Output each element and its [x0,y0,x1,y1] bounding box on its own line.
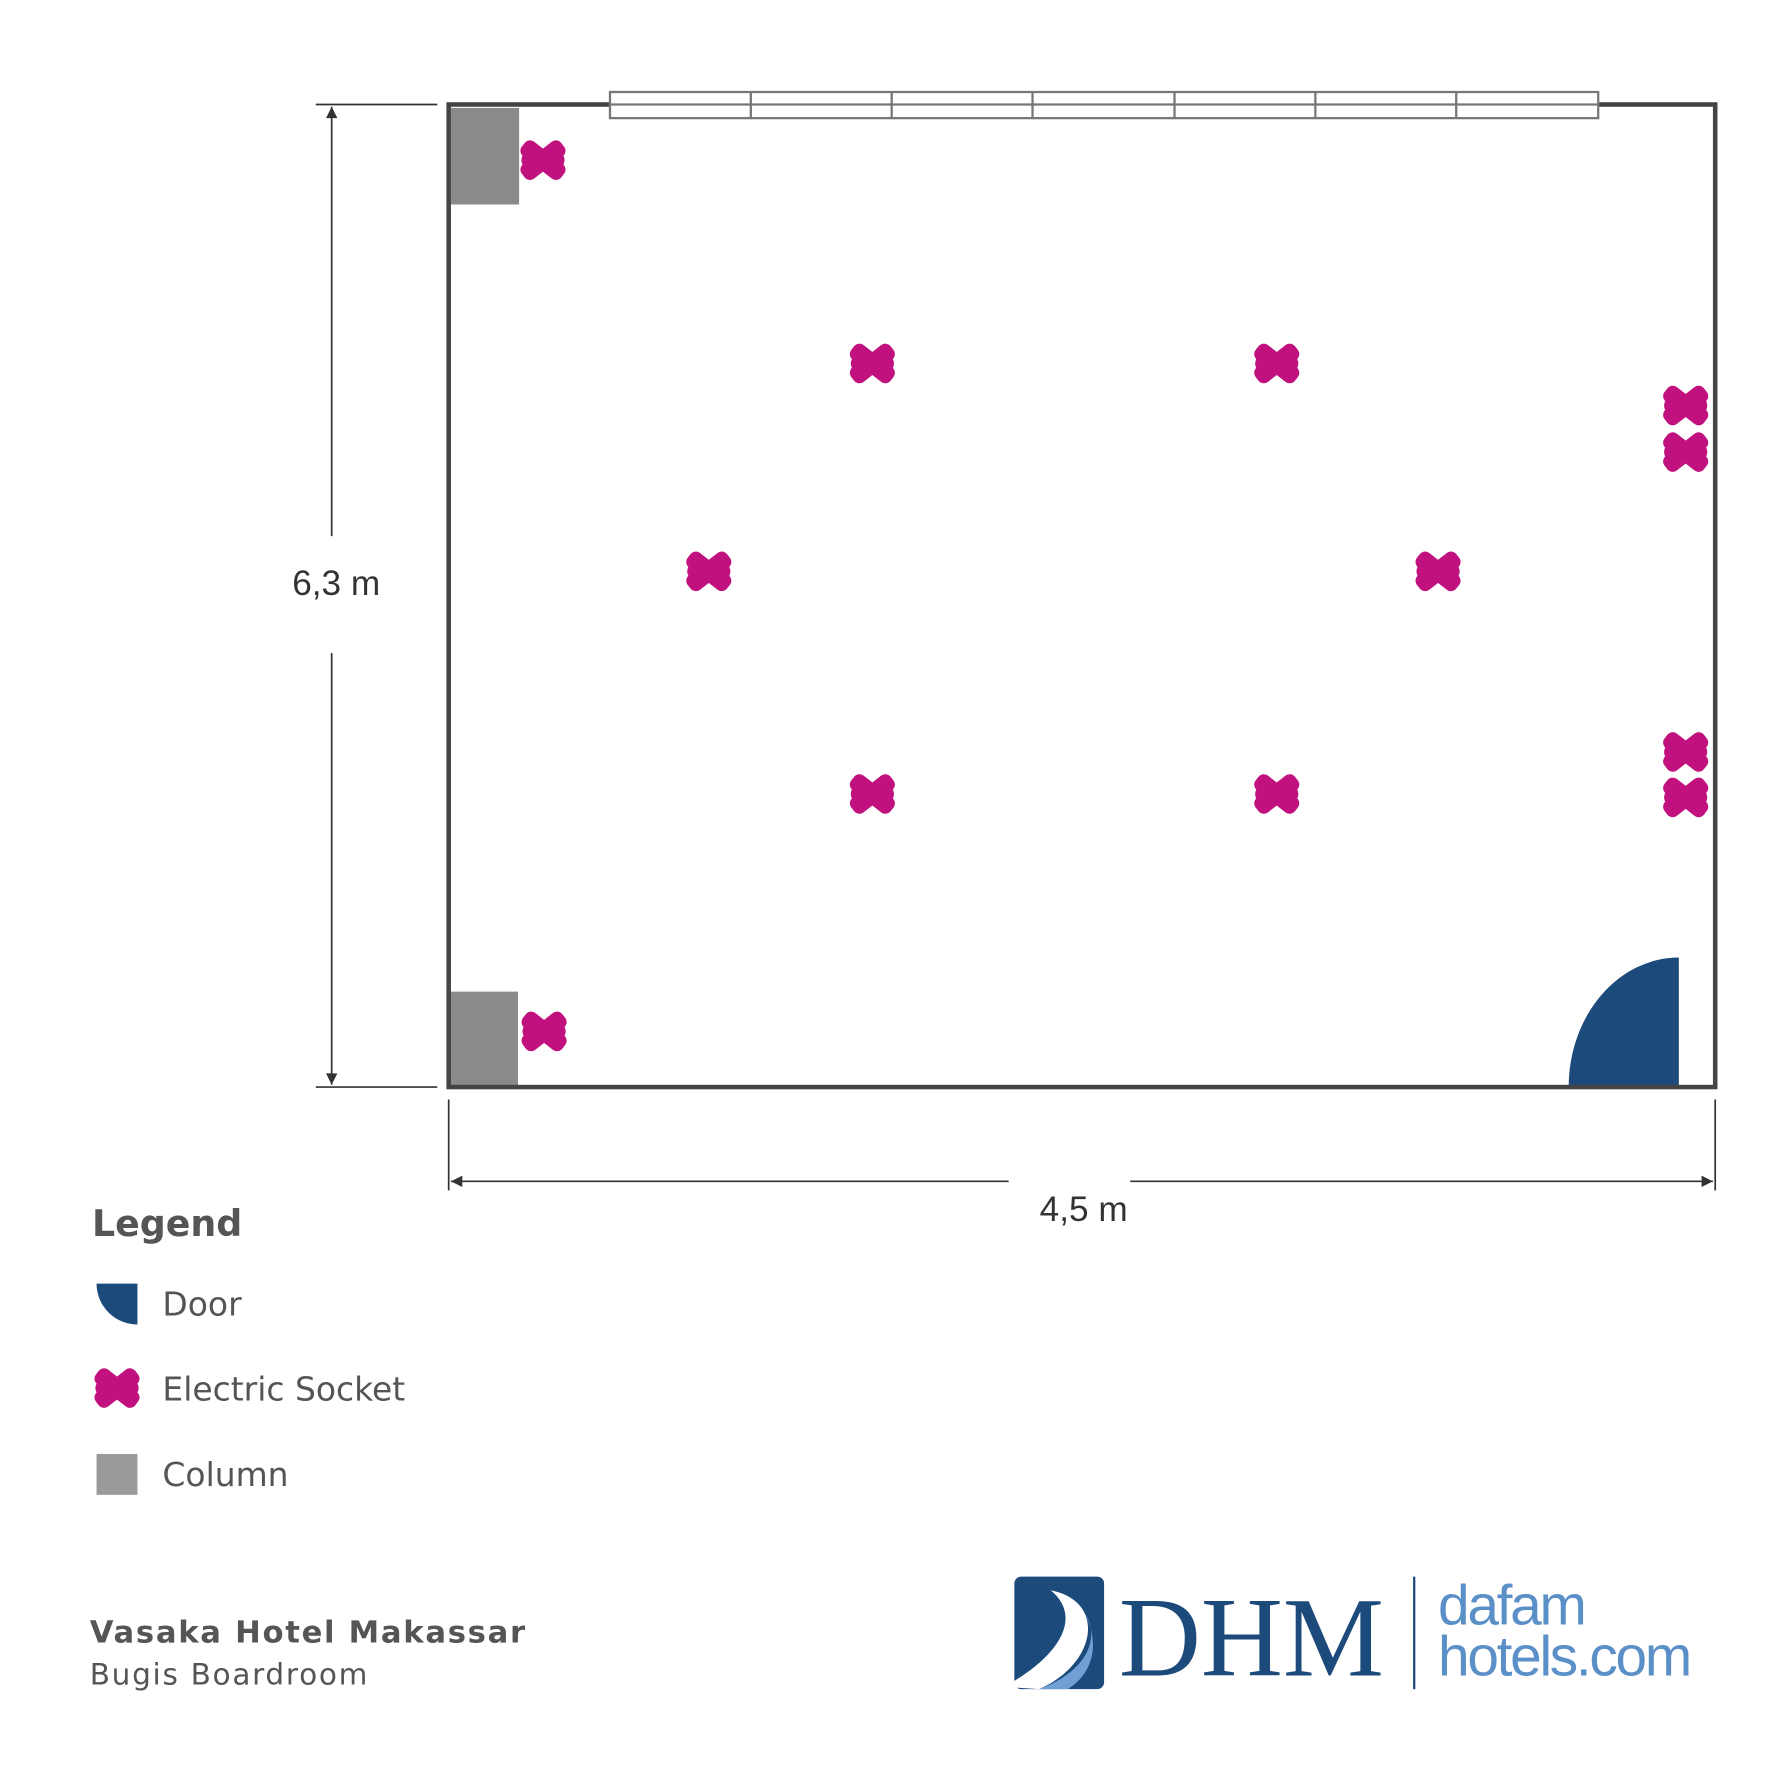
window [608,90,1600,120]
dimension-lines [315,103,1717,1191]
room-wall [446,102,1718,1090]
electric-sockets [517,137,1711,1054]
logo-line2: hotels.com [1438,1625,1690,1688]
room-name: Bugis Boardroom [90,1658,369,1692]
legend-column-icon [96,1453,138,1495]
width-label: 4,5 m [1040,1190,1128,1229]
legend-item: Door [162,1284,242,1323]
height-label: 6,3 m [292,564,380,603]
door [1568,957,1679,1088]
logo: DHM dafam hotels.com [1004,1574,1692,1700]
logo-mark: DHM [1119,1574,1384,1700]
hotel-name: Vasaka Hotel Makassar [90,1616,527,1651]
column [449,991,518,1088]
logo-line1: dafam [1438,1574,1584,1637]
legend-title: Legend [92,1202,242,1245]
legend-item: Electric Socket [162,1370,405,1409]
legend-door-icon [96,1283,138,1325]
column [450,107,520,205]
legend-item: Column [162,1455,288,1494]
legend-socket-icon [91,1365,143,1411]
